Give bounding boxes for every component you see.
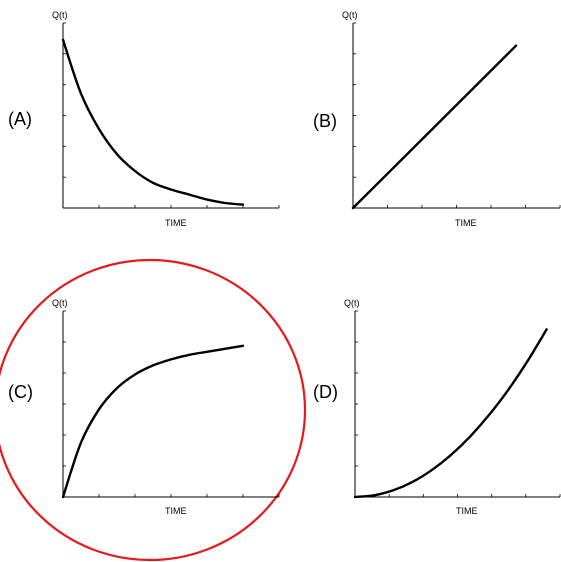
panel-label-b: (B) (313, 111, 337, 131)
panel-a: (A) Q(t) TIME (8, 10, 280, 228)
x-axis-label-b: TIME (455, 218, 477, 228)
highlight-circle (0, 258, 307, 562)
x-axis-label-a: TIME (165, 218, 187, 228)
panel-d: (D) Q(t) TIME (313, 298, 561, 516)
data-line-a (61, 38, 245, 206)
x-axis-label-d: TIME (456, 506, 478, 516)
y-axis-label-b: Q(t) (342, 10, 358, 20)
panel-label-d: (D) (313, 382, 338, 402)
y-axis-label-d: Q(t) (344, 298, 360, 308)
ticks-d (355, 310, 561, 497)
ticks-b (353, 22, 561, 208)
data-line-c (61, 344, 245, 499)
y-axis-label-c: Q(t) (52, 298, 68, 308)
panel-label-c: (C) (8, 382, 33, 402)
ticks-c (63, 310, 280, 497)
data-line-d (353, 328, 548, 499)
panel-label-a: (A) (8, 109, 32, 129)
y-axis-label-a: Q(t) (52, 10, 68, 20)
data-line-b (351, 44, 518, 210)
panel-c: (C) Q(t) TIME (8, 298, 280, 516)
x-axis-label-c: TIME (165, 506, 187, 516)
panel-b: (B) Q(t) TIME (313, 10, 561, 228)
ticks-a (63, 22, 280, 208)
